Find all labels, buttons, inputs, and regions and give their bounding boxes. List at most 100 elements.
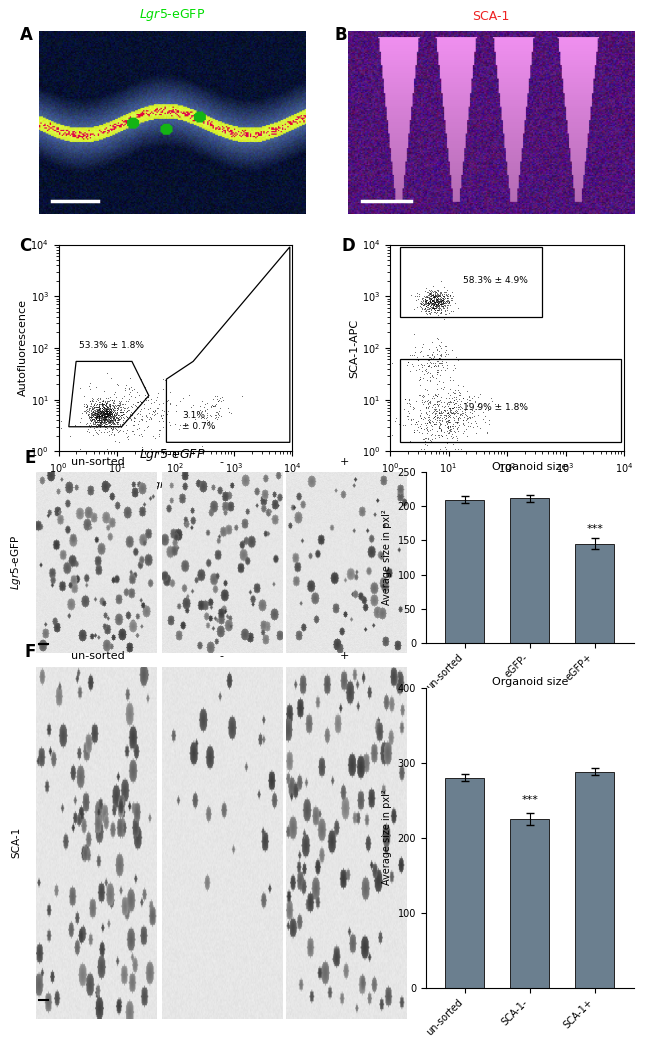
Text: 58.3% ± 4.9%: 58.3% ± 4.9% bbox=[463, 276, 528, 285]
Point bbox=[435, 409, 445, 425]
Point bbox=[101, 402, 111, 419]
Point bbox=[99, 398, 109, 415]
Point bbox=[102, 398, 112, 415]
Point bbox=[441, 410, 451, 426]
Point bbox=[94, 414, 105, 431]
Point bbox=[426, 291, 436, 307]
Point bbox=[455, 407, 465, 423]
Point bbox=[460, 401, 471, 418]
Point bbox=[97, 403, 107, 420]
Point bbox=[420, 288, 430, 305]
Point bbox=[108, 403, 118, 420]
Point bbox=[105, 412, 115, 428]
Point bbox=[432, 341, 443, 357]
Point bbox=[426, 302, 436, 319]
Point bbox=[97, 403, 107, 420]
Point bbox=[421, 436, 431, 452]
Point bbox=[117, 407, 127, 423]
Point bbox=[120, 396, 130, 413]
Point bbox=[394, 416, 404, 433]
Point bbox=[104, 415, 114, 432]
Point bbox=[96, 396, 106, 413]
Point bbox=[99, 399, 109, 416]
Point bbox=[99, 402, 110, 419]
Point bbox=[92, 409, 102, 425]
Point bbox=[92, 414, 103, 431]
Point bbox=[94, 411, 104, 427]
Point bbox=[422, 288, 432, 305]
Point bbox=[96, 408, 106, 424]
Point bbox=[110, 433, 120, 449]
Point bbox=[86, 409, 96, 425]
Point bbox=[440, 411, 450, 427]
Point bbox=[82, 398, 92, 415]
Point bbox=[436, 348, 446, 365]
Point bbox=[210, 397, 220, 414]
Point bbox=[106, 401, 116, 418]
Point bbox=[100, 407, 110, 423]
Point bbox=[91, 411, 101, 427]
Point bbox=[425, 293, 436, 309]
Point bbox=[436, 355, 446, 372]
Point bbox=[202, 409, 212, 425]
Point bbox=[135, 393, 146, 410]
Point bbox=[444, 294, 454, 310]
Point bbox=[140, 392, 151, 409]
Point bbox=[424, 341, 435, 357]
Point bbox=[455, 397, 465, 414]
Point bbox=[105, 407, 116, 423]
Point bbox=[104, 408, 114, 424]
Point bbox=[408, 357, 419, 374]
Point bbox=[99, 400, 110, 417]
Point bbox=[133, 394, 144, 411]
Point bbox=[447, 404, 457, 421]
Point bbox=[425, 432, 436, 448]
Point bbox=[455, 385, 465, 401]
Point bbox=[86, 407, 96, 423]
Point bbox=[93, 417, 103, 434]
Point bbox=[99, 402, 110, 419]
Point bbox=[88, 407, 98, 423]
Point bbox=[157, 371, 168, 388]
Point bbox=[107, 407, 117, 423]
Point bbox=[86, 393, 97, 410]
Point bbox=[438, 403, 448, 420]
Point bbox=[109, 408, 119, 424]
Point bbox=[439, 407, 449, 423]
Point bbox=[434, 299, 445, 316]
Point bbox=[421, 288, 431, 305]
Point bbox=[107, 405, 117, 422]
Point bbox=[434, 287, 444, 304]
Point bbox=[101, 402, 111, 419]
Point bbox=[105, 399, 116, 416]
Point bbox=[436, 288, 446, 305]
Point bbox=[112, 405, 123, 422]
Point bbox=[443, 407, 454, 423]
Point bbox=[422, 301, 433, 318]
Point bbox=[442, 292, 452, 308]
Point bbox=[411, 422, 422, 439]
Point bbox=[416, 295, 426, 311]
Point bbox=[413, 419, 423, 436]
Point bbox=[417, 357, 428, 374]
Point bbox=[423, 349, 434, 366]
Point bbox=[433, 298, 443, 315]
Point bbox=[441, 300, 452, 317]
Point bbox=[123, 398, 133, 415]
Point bbox=[441, 289, 452, 306]
Text: D: D bbox=[341, 237, 355, 255]
Point bbox=[100, 397, 110, 414]
Point bbox=[430, 286, 440, 303]
Point bbox=[92, 408, 102, 424]
Point bbox=[432, 297, 442, 314]
Point bbox=[445, 286, 455, 303]
Point bbox=[97, 409, 107, 425]
Point bbox=[446, 351, 456, 368]
Point bbox=[430, 300, 441, 317]
Point bbox=[434, 414, 445, 431]
Point bbox=[422, 292, 432, 308]
Point bbox=[103, 410, 113, 426]
Point bbox=[411, 393, 421, 410]
Point bbox=[445, 422, 456, 439]
Point bbox=[90, 416, 100, 433]
